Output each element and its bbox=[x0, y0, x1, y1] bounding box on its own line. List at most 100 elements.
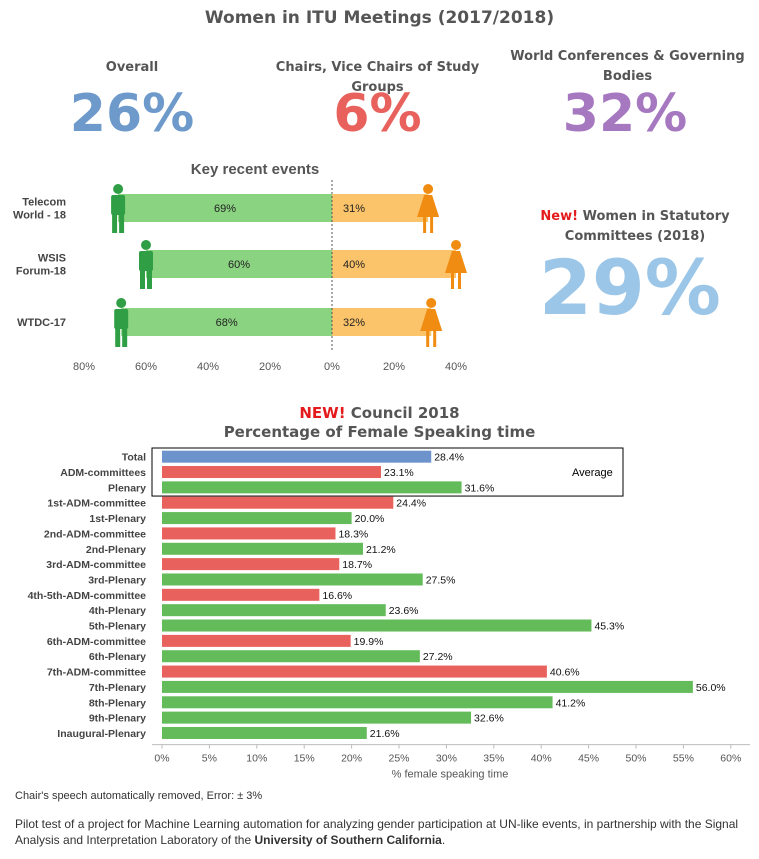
value-label: 40.6% bbox=[550, 667, 580, 679]
value-label: 20.0% bbox=[355, 513, 385, 525]
x-tick-label: 0% bbox=[324, 361, 340, 373]
value-label: 41.2% bbox=[556, 697, 586, 709]
x-tick-label: 15% bbox=[294, 753, 315, 765]
error-note-value: ± 3% bbox=[237, 790, 263, 802]
male-value-label: 60% bbox=[228, 259, 250, 271]
value-label: 31.6% bbox=[465, 482, 495, 494]
category-label: 7th-ADM-committee bbox=[47, 667, 146, 679]
value-label: 19.9% bbox=[354, 636, 384, 648]
speaking-time-bar bbox=[162, 619, 592, 632]
male-value-label: 68% bbox=[216, 317, 238, 329]
category-label: 6th-ADM-committee bbox=[47, 636, 146, 648]
value-label: 45.3% bbox=[594, 621, 624, 633]
value-label: 23.6% bbox=[389, 605, 419, 617]
statutory-value: 29% bbox=[539, 243, 721, 332]
female-person-icon bbox=[445, 240, 467, 289]
pilot-note: Pilot test of a project for Machine Lear… bbox=[15, 816, 750, 848]
category-label: Inaugural-Plenary bbox=[57, 728, 146, 740]
speaking-time-bar bbox=[162, 558, 340, 571]
male-value-label: 69% bbox=[214, 203, 236, 215]
female-person-icon bbox=[417, 184, 440, 233]
event-label: WSIS Forum-18 bbox=[16, 253, 66, 278]
council-subtitle: Percentage of Female Speaking time bbox=[223, 423, 536, 441]
female-person-icon bbox=[420, 298, 443, 347]
value-label: 27.2% bbox=[423, 651, 453, 663]
speaking-time-bar bbox=[162, 512, 352, 525]
council-chart: Total 28.4% ADM-committees 23.1% Plenary 31.6… bbox=[28, 447, 750, 780]
event-label: WTDC-17 bbox=[17, 317, 66, 329]
statutory-label: Women in Statutory Committees (2018) bbox=[564, 209, 730, 244]
page-title: Women in ITU Meetings (2017/2018) bbox=[204, 8, 555, 28]
overall-value: 26% bbox=[69, 84, 195, 144]
category-label: 2nd-Plenary bbox=[86, 544, 146, 556]
speaking-time-bar bbox=[162, 542, 363, 555]
value-label: 28.4% bbox=[434, 452, 464, 464]
x-tick-label: 40% bbox=[197, 361, 219, 373]
female-value-label: 32% bbox=[343, 317, 365, 329]
value-label: 21.2% bbox=[366, 544, 396, 556]
x-tick-label: 60% bbox=[720, 753, 741, 765]
statutory-label-block: New! Women in Statutory Committees (2018… bbox=[520, 207, 750, 247]
x-tick-label: 5% bbox=[202, 753, 217, 765]
speaking-time-bar bbox=[162, 634, 351, 647]
speaking-time-bar bbox=[162, 665, 547, 678]
speaking-time-bar bbox=[162, 604, 386, 617]
speaking-time-bar bbox=[162, 650, 420, 663]
error-note-text: Chair's speech automatically removed, Er… bbox=[15, 790, 238, 802]
chairs-value: 6% bbox=[333, 84, 422, 144]
x-tick-label: 55% bbox=[673, 753, 694, 765]
male-bar bbox=[118, 194, 332, 222]
council-title-block: NEW! Council 2018 Percentage of Female S… bbox=[0, 404, 759, 442]
speaking-time-bar bbox=[162, 711, 472, 724]
x-tick-label: 25% bbox=[388, 753, 409, 765]
x-tick-label: 60% bbox=[135, 361, 157, 373]
x-tick-label: 40% bbox=[445, 361, 467, 373]
female-bar bbox=[332, 250, 456, 278]
x-tick-label: 20% bbox=[341, 753, 362, 765]
council-new-tag: NEW! bbox=[299, 404, 346, 422]
world-value: 32% bbox=[562, 84, 688, 144]
category-label: 5th-Plenary bbox=[89, 621, 146, 633]
pilot-university: University of Southern California bbox=[254, 833, 442, 847]
events-chart-title: Key recent events bbox=[191, 161, 319, 178]
category-label: 1st-ADM-committee bbox=[47, 498, 146, 510]
category-label: 3rd-Plenary bbox=[88, 574, 146, 586]
x-tick-label: 35% bbox=[483, 753, 504, 765]
pilot-text: Pilot test of a project for Machine Lear… bbox=[15, 817, 739, 847]
x-tick-label: 80% bbox=[73, 361, 95, 373]
world-label: World Conferences & Governing Bodies bbox=[510, 49, 745, 84]
events-chart: Key recent events Telecom World - 18 69% 31… bbox=[13, 161, 467, 373]
female-value-label: 40% bbox=[343, 259, 365, 271]
x-tick-label: 45% bbox=[578, 753, 599, 765]
value-label: 21.6% bbox=[370, 728, 400, 740]
value-label: 32.6% bbox=[474, 713, 504, 725]
category-label: 4th-Plenary bbox=[89, 605, 146, 617]
x-tick-label: 30% bbox=[436, 753, 457, 765]
speaking-time-bar bbox=[162, 588, 320, 601]
speaking-time-bar bbox=[162, 726, 367, 739]
male-bar bbox=[121, 308, 332, 336]
male-bar bbox=[146, 250, 332, 278]
value-label: 23.1% bbox=[384, 467, 414, 479]
speaking-time-bar bbox=[162, 527, 336, 540]
male-person-icon bbox=[111, 184, 126, 233]
category-label: 1st-Plenary bbox=[89, 513, 146, 525]
x-tick-label: 0% bbox=[154, 753, 169, 765]
value-label: 18.3% bbox=[338, 528, 368, 540]
value-label: 18.7% bbox=[342, 559, 372, 571]
category-label: 3rd-ADM-committee bbox=[46, 559, 146, 571]
category-label: 4th-5th-ADM-committee bbox=[28, 590, 147, 602]
speaking-time-bar bbox=[162, 680, 693, 693]
x-tick-label: 10% bbox=[246, 753, 267, 765]
speaking-time-bar bbox=[162, 450, 432, 463]
error-note: Chair's speech automatically removed, Er… bbox=[15, 790, 262, 802]
value-label: 24.4% bbox=[396, 498, 426, 510]
council-title: Council 2018 bbox=[350, 404, 460, 422]
average-label: Average bbox=[572, 467, 613, 479]
male-person-icon bbox=[139, 240, 153, 289]
x-tick-label: 40% bbox=[531, 753, 552, 765]
speaking-time-bar bbox=[162, 466, 381, 479]
category-label: 7th-Plenary bbox=[89, 682, 146, 694]
male-person-icon bbox=[114, 298, 129, 347]
speaking-time-bar bbox=[162, 696, 553, 709]
